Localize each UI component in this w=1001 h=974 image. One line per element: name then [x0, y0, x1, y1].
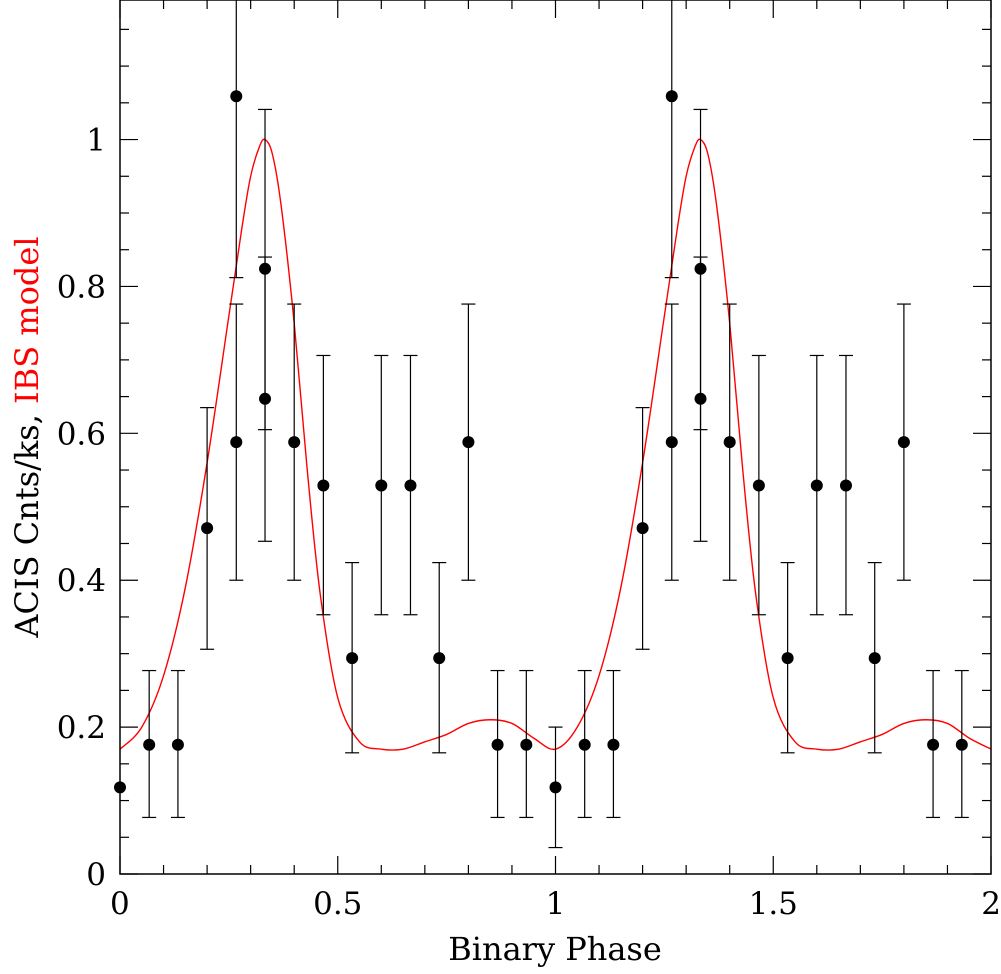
data-point [287, 303, 302, 581]
data-marker [927, 738, 940, 751]
y-tick-label: 1 [86, 123, 106, 159]
data-marker [230, 90, 243, 103]
data-marker [955, 738, 968, 751]
data-marker [171, 738, 184, 751]
data-point [374, 354, 389, 616]
data-point [170, 669, 185, 819]
tick-labels: 0 0.5 1 1.5 2 0 0.2 0.4 0.6 0.8 1 [57, 123, 1001, 922]
data-marker [288, 436, 301, 449]
x-tick-label: 2 [981, 886, 1001, 922]
data-marker [143, 738, 156, 751]
data-marker [868, 652, 881, 665]
plot-frame [119, 0, 992, 875]
data-point [316, 354, 331, 616]
x-tick-label: 0.5 [313, 886, 362, 922]
data-marker [230, 436, 243, 449]
data-point [664, 303, 679, 581]
data-marker [694, 392, 707, 405]
data-marker [375, 479, 388, 492]
data-marker [607, 738, 620, 751]
data-point [258, 256, 273, 542]
data-marker [665, 90, 678, 103]
data-point [751, 354, 766, 616]
data-point [606, 669, 621, 819]
data-marker [433, 652, 446, 665]
data-marker [346, 652, 359, 665]
data-marker [491, 738, 504, 751]
y-tick-label: 0.6 [57, 416, 106, 452]
data-point [809, 354, 824, 616]
x-tick-label: 1.5 [749, 886, 798, 922]
x-tick-label: 1 [546, 886, 566, 922]
y-tick-label: 0.8 [57, 269, 106, 305]
data-marker [578, 738, 591, 751]
data-marker [810, 479, 823, 492]
data-points-layer [114, 0, 969, 849]
data-marker [665, 436, 678, 449]
data-point [780, 561, 795, 754]
data-marker [317, 479, 330, 492]
data-point [229, 303, 244, 581]
data-marker [752, 479, 765, 492]
data-marker [897, 436, 910, 449]
y-tick-label: 0 [86, 857, 106, 893]
data-marker [636, 522, 649, 535]
data-point [403, 354, 418, 616]
data-point [664, 0, 679, 279]
data-point [432, 561, 447, 754]
data-point [577, 669, 592, 819]
data-point [548, 726, 563, 849]
data-point [200, 407, 215, 650]
data-marker [404, 479, 417, 492]
data-point [142, 669, 157, 819]
y-axis-label: ACIS Cnts/ks, IBS model [8, 236, 46, 638]
data-point [635, 407, 650, 650]
data-point [345, 561, 360, 754]
data-point [461, 303, 476, 581]
data-marker [839, 479, 852, 492]
data-point [954, 669, 969, 819]
data-point [896, 303, 911, 581]
data-marker [549, 781, 562, 794]
data-point [229, 0, 244, 279]
y-axis-label-prefix: ACIS Cnts/ks, [8, 404, 46, 639]
y-tick-label: 0.4 [57, 563, 106, 599]
data-marker [781, 652, 794, 665]
data-point [693, 256, 708, 542]
data-marker [201, 522, 214, 535]
data-point [867, 561, 882, 754]
x-axis-label: Binary Phase [448, 930, 662, 968]
data-marker [259, 392, 272, 405]
data-point [722, 303, 737, 581]
y-tick-label: 0.2 [57, 710, 106, 746]
data-point [519, 669, 534, 819]
data-marker [520, 738, 533, 751]
tick-marks [119, 0, 992, 875]
data-point [838, 354, 853, 616]
data-marker [462, 436, 475, 449]
y-axis-label-model: IBS model [8, 236, 46, 404]
data-point [490, 669, 505, 819]
data-point [926, 669, 941, 819]
x-tick-label: 0 [110, 886, 130, 922]
data-marker [723, 436, 736, 449]
